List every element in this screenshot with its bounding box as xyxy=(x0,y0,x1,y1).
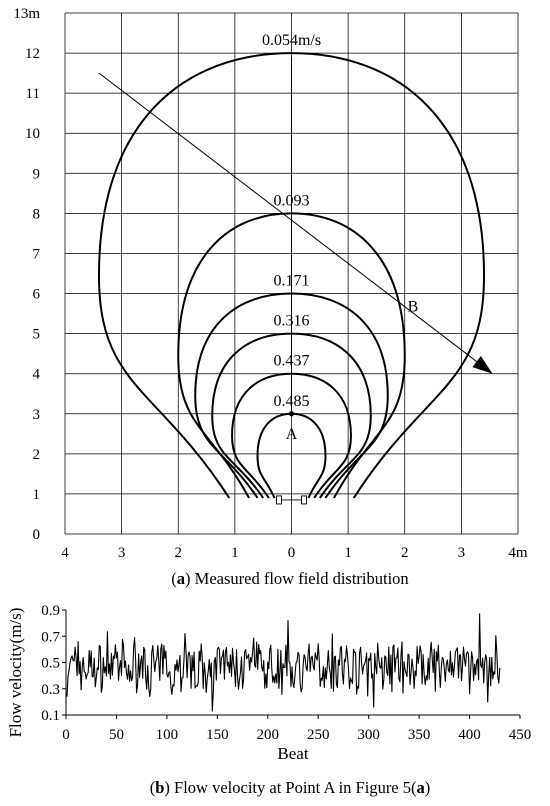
y-tick-label: 1 xyxy=(33,487,41,503)
y-tick-label: 2 xyxy=(33,447,41,463)
y-tick-label: 0.1 xyxy=(41,708,60,724)
y-tick-label: 12 xyxy=(25,46,40,62)
contour-label: 0.054m/s xyxy=(262,32,321,49)
point-a-label: A xyxy=(286,426,298,443)
panel-b-caption-inner-label: a xyxy=(417,778,425,797)
y-tick-label: 0.7 xyxy=(41,629,60,645)
y-tick-label: 10 xyxy=(25,126,40,142)
y-tick-label: 0.9 xyxy=(41,603,60,619)
panel-b-caption-text: Flow velocity at Point A in Figure 5( xyxy=(174,778,416,797)
x-tick-label: 1 xyxy=(231,545,239,561)
x-tick-label: 3 xyxy=(118,545,126,561)
y-tick-label: 0 xyxy=(33,527,41,543)
y-tick-label: 5 xyxy=(33,327,41,343)
panel-a-caption: (a) Measured flow field distribution xyxy=(171,569,408,588)
x-tick-label: 2 xyxy=(401,545,409,561)
x-tick-label: 300 xyxy=(357,727,380,743)
y-tick-label: 9 xyxy=(33,166,41,182)
x-tick-label: 150 xyxy=(206,727,229,743)
y-tick-label: 3 xyxy=(33,407,41,423)
line-b-arrowhead xyxy=(472,355,493,374)
x-tick-label: 0 xyxy=(62,727,70,743)
x-tick-label: 4m xyxy=(508,545,528,561)
device-left xyxy=(276,495,282,505)
x-tick-label: 400 xyxy=(458,727,481,743)
device-right xyxy=(301,495,307,505)
velocity-x-axis-label: Beat xyxy=(277,744,308,763)
flow-velocity-panel: 0 50 100 150 200 250 300 350 400 450 0.1 0.3 0.5 0.7… xyxy=(6,603,531,797)
x-tick-label: 450 xyxy=(509,727,532,743)
line-b xyxy=(98,72,477,362)
y-tick-label: 7 xyxy=(33,246,41,262)
panel-b-caption-label: b xyxy=(155,778,164,797)
y-tick-label: 8 xyxy=(33,206,41,222)
y-tick-label: 13m xyxy=(13,6,40,22)
velocity-series-line xyxy=(66,613,501,712)
flow-field-x-ticks: 4 3 2 1 0 1 2 3 4m xyxy=(61,545,528,561)
x-tick-label: 50 xyxy=(109,727,124,743)
y-tick-label: 0.3 xyxy=(41,682,60,698)
x-tick-label: 1 xyxy=(344,545,352,561)
x-tick-label: 100 xyxy=(156,727,179,743)
y-tick-label: 0.5 xyxy=(41,656,60,672)
x-tick-label: 4 xyxy=(61,545,69,561)
device-marker xyxy=(276,495,307,505)
line-b-label: B xyxy=(408,299,419,316)
panel-b-caption: (b) Flow velocity at Point A in Figure 5… xyxy=(150,778,431,797)
panel-a-caption-text: Measured flow field distribution xyxy=(195,569,409,588)
y-tick-label: 6 xyxy=(33,287,41,303)
contour-line xyxy=(97,52,486,499)
x-tick-label: 2 xyxy=(175,545,183,561)
velocity-y-axis-label: Flow velocity(m/s) xyxy=(6,608,25,738)
x-tick-label: 350 xyxy=(408,727,431,743)
x-tick-label: 250 xyxy=(307,727,330,743)
panel-a-caption-label: a xyxy=(177,569,185,588)
y-tick-label: 4 xyxy=(33,367,41,383)
velocity-x-ticks: 0 50 100 150 200 250 300 350 400 450 xyxy=(62,715,531,743)
velocity-y-ticks: 0.1 0.3 0.5 0.7 0.9 xyxy=(41,603,66,724)
point-a-marker xyxy=(288,411,295,417)
y-tick-label: 11 xyxy=(26,86,40,102)
x-tick-label: 200 xyxy=(257,727,280,743)
x-tick-label: 0 xyxy=(288,545,296,561)
x-tick-label: 3 xyxy=(458,545,466,561)
panel-b-caption-close: ) xyxy=(425,778,431,797)
